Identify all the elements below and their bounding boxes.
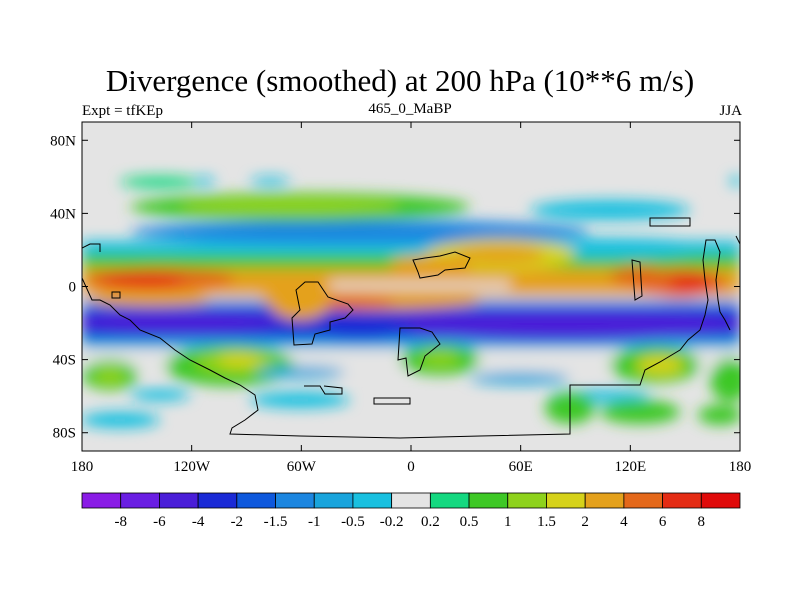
- y-tick-label: 0: [69, 280, 77, 296]
- x-tick-label: 180: [71, 459, 94, 475]
- colorbar-swatch: [546, 492, 586, 509]
- colorbar-swatch: [468, 492, 509, 509]
- colorbar-swatch: [197, 492, 238, 509]
- colorbar-label: 0.2: [421, 514, 440, 530]
- colorbar-swatch: [429, 492, 470, 509]
- colorbar-swatch: [81, 492, 122, 509]
- colorbar-label: 2: [581, 514, 589, 530]
- colorbar: -8 -6 -4 -2 -1.5 -1 -0.5 -0.2 0.2 0.5 1 1.5 2 4 6 8: [81, 492, 741, 530]
- colorbar-swatch: [236, 492, 276, 509]
- colorbar-label: -4: [192, 514, 205, 530]
- y-tick-label: 40S: [53, 353, 76, 369]
- colorbar-label: -6: [153, 514, 166, 530]
- chart-title: Divergence (smoothed) at 200 hPa (10**6 …: [105, 63, 695, 98]
- colorbar-label: -0.2: [380, 514, 404, 530]
- colorbar-label: -0.5: [341, 514, 365, 530]
- axes: 180 120W 60W 0 60E 120E 180 80N 40N 0 40S 80S: [50, 122, 751, 475]
- y-tick-label: 80S: [53, 426, 76, 442]
- colorbar-label: -1: [308, 514, 321, 530]
- colorbar-swatch: [700, 492, 741, 509]
- colorbar-swatch: [313, 492, 354, 509]
- colorbar-label: 1.5: [537, 514, 556, 530]
- y-tick-label: 40N: [50, 206, 76, 222]
- colorbar-label: -2: [231, 514, 244, 530]
- colorbar-label: -8: [114, 514, 127, 530]
- colorbar-label: 4: [620, 514, 628, 530]
- colorbar-swatch: [120, 492, 160, 509]
- contour-fields: [82, 176, 740, 428]
- x-tick-label: 60W: [287, 459, 317, 475]
- colorbar-swatch: [584, 492, 625, 509]
- x-tick-label: 0: [407, 459, 415, 475]
- x-tick-label: 60E: [509, 459, 533, 475]
- x-tick-label: 120E: [614, 459, 646, 475]
- case-label: 465_0_MaBP: [368, 101, 452, 117]
- colorbar-label: 0.5: [460, 514, 479, 530]
- colorbar-swatch: [159, 492, 199, 509]
- colorbar-swatch: [507, 492, 547, 509]
- colorbar-swatch: [662, 492, 702, 509]
- x-tick-label: 180: [729, 459, 752, 475]
- colorbar-swatch: [352, 492, 393, 509]
- colorbar-swatch: [275, 492, 315, 509]
- colorbar-swatch: [623, 492, 663, 509]
- season-label: JJA: [719, 103, 742, 119]
- colorbar-label: 8: [698, 514, 706, 530]
- x-tick-label: 120W: [173, 459, 211, 475]
- experiment-label: Expt = tfKEp: [82, 103, 163, 119]
- continent-outlines: [82, 217, 740, 439]
- colorbar-swatch: [391, 492, 431, 509]
- y-tick-label: 80N: [50, 133, 76, 149]
- colorbar-label: 6: [659, 514, 667, 530]
- colorbar-label: -1.5: [264, 514, 288, 530]
- colorbar-label: 1: [504, 514, 512, 530]
